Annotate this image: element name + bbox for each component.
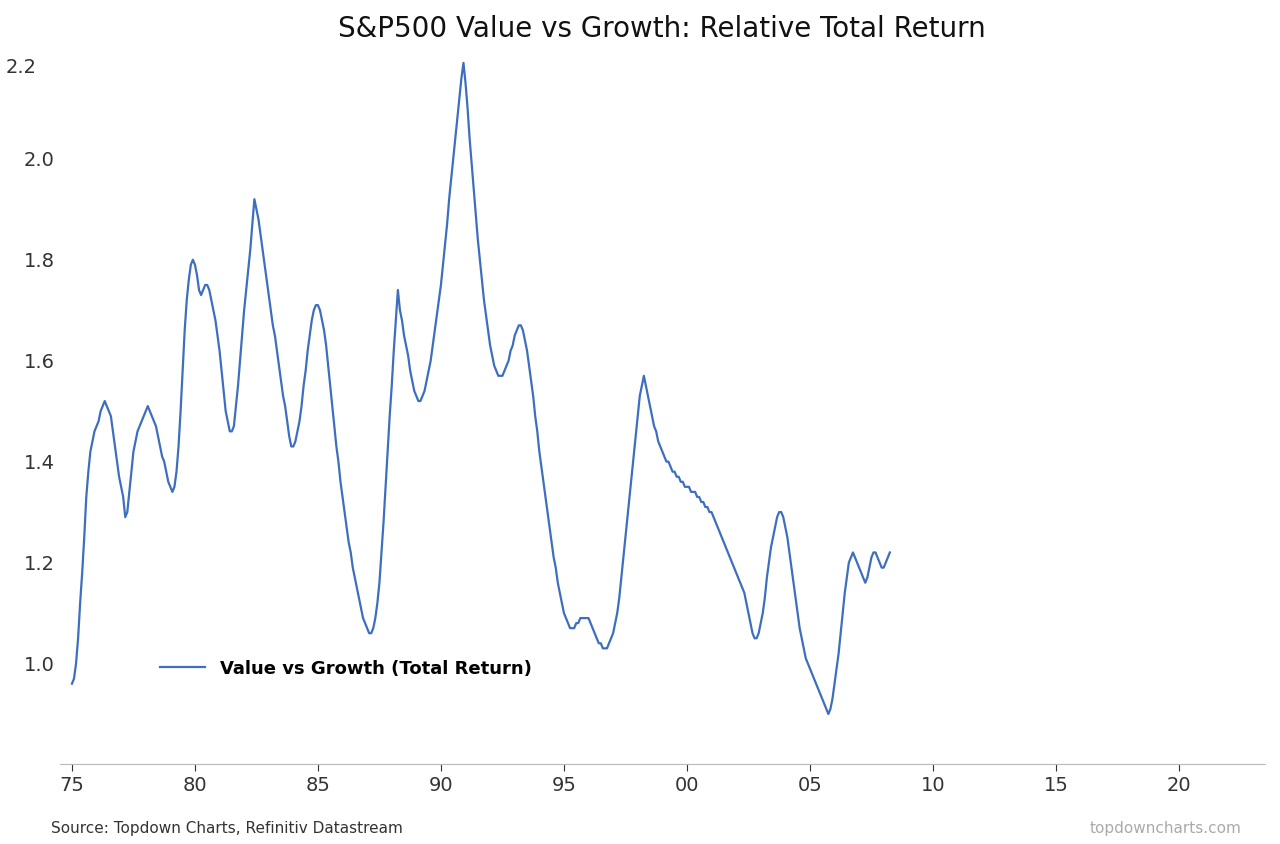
- Value vs Growth (Total Return): [64, 679, 79, 689]
- Value vs Growth (Total Return): [660, 457, 676, 467]
- Value vs Growth (Total Return): [657, 452, 672, 462]
- Value vs Growth (Total Return): [456, 58, 471, 68]
- Title: S&P500 Value vs Growth: Relative Total Return: S&P500 Value vs Growth: Relative Total R…: [338, 15, 986, 43]
- Value vs Growth (Total Return): [581, 613, 596, 623]
- Legend: Value vs Growth (Total Return): Value vs Growth (Total Return): [154, 652, 539, 684]
- Value vs Growth (Total Return): [820, 709, 836, 719]
- Text: 2.2: 2.2: [5, 58, 36, 77]
- Text: topdowncharts.com: topdowncharts.com: [1089, 820, 1242, 836]
- Line: Value vs Growth (Total Return): Value vs Growth (Total Return): [72, 63, 890, 714]
- Text: Source: Topdown Charts, Refinitiv Datastream: Source: Topdown Charts, Refinitiv Datast…: [51, 820, 403, 836]
- Value vs Growth (Total Return): [330, 457, 346, 467]
- Value vs Growth (Total Return): [388, 315, 403, 325]
- Value vs Growth (Total Return): [163, 482, 178, 492]
- Value vs Growth (Total Return): [882, 548, 897, 558]
